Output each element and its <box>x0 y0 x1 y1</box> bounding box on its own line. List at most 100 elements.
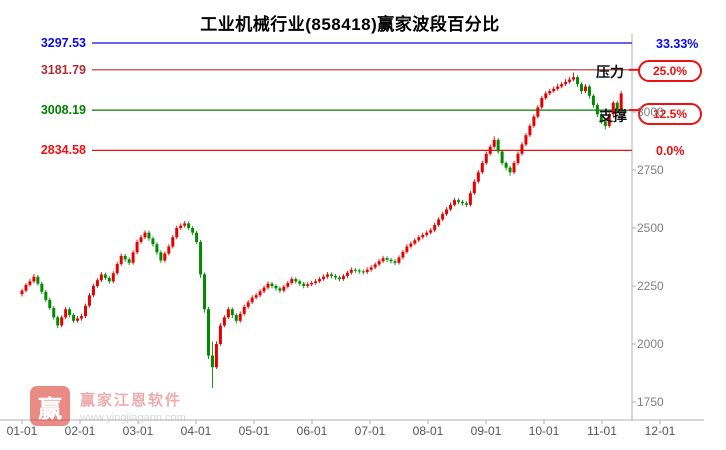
y-axis-label-2750: 2750 <box>637 163 664 177</box>
candle-body <box>615 102 619 110</box>
y-axis-label-2500: 2500 <box>637 221 664 235</box>
candle-body <box>127 259 131 263</box>
candle-body <box>159 252 163 261</box>
candle-body <box>167 246 171 254</box>
candle-body <box>449 204 453 210</box>
x-axis-label-04-01: 04-01 <box>180 424 212 438</box>
candle-body <box>397 257 401 263</box>
candle-body <box>28 281 32 285</box>
candle-body <box>234 315 238 321</box>
y-axis-label-2000: 2000 <box>637 337 664 351</box>
candle-body <box>389 259 393 262</box>
candle-body <box>337 277 341 280</box>
candle-body <box>488 146 492 154</box>
candle-body <box>226 309 230 318</box>
candle-body <box>476 172 480 182</box>
candle-body <box>552 88 556 92</box>
candle-body <box>119 255 123 264</box>
x-axis-label-11-01: 11-01 <box>587 424 617 438</box>
candle-body <box>417 237 421 241</box>
candle-body <box>306 284 310 286</box>
candle-body <box>80 316 84 319</box>
candle-body <box>453 200 457 205</box>
watermark-logo-icon: 赢 <box>30 386 70 426</box>
candle-body <box>60 317 64 326</box>
candle-body <box>171 237 175 247</box>
candle-body <box>611 102 615 115</box>
candle-body <box>357 270 361 272</box>
candle-body <box>99 274 103 281</box>
candle-body <box>409 243 413 247</box>
candle-body <box>199 241 203 275</box>
candle-body <box>619 93 623 110</box>
candle-body <box>230 309 234 315</box>
candle-body <box>254 295 258 298</box>
candle-body <box>187 223 191 228</box>
candle-body <box>107 277 111 282</box>
x-axis-label-03-01: 03-01 <box>122 424 154 438</box>
candle-body <box>155 244 159 253</box>
candle-body <box>20 290 24 295</box>
watermark: 赢 赢家江恩软件 www.yingjiagann.com <box>30 386 186 426</box>
candle-body <box>393 261 397 263</box>
candle-body <box>595 105 599 115</box>
candle-body <box>445 209 449 215</box>
candle-body <box>163 253 167 261</box>
candle-body <box>579 84 583 92</box>
candle-body <box>298 281 302 284</box>
candle-body <box>583 86 587 92</box>
candle-body <box>572 77 576 80</box>
candle-body <box>333 276 337 278</box>
level-price-3333pct: 3297.53 <box>40 36 86 50</box>
candle-body <box>36 276 40 284</box>
candle-body <box>540 98 544 108</box>
candle-body <box>294 279 298 282</box>
candle-body <box>68 309 72 315</box>
candle-body <box>381 258 385 262</box>
candle-body <box>310 282 314 285</box>
pct-label-0: 0.0% <box>656 144 685 158</box>
candle-body <box>210 355 214 368</box>
watermark-brand: 赢家江恩软件 <box>80 391 183 409</box>
candle-body <box>286 282 290 287</box>
candle-body <box>326 274 330 277</box>
pct-label-3333: 33.33% <box>656 37 699 51</box>
candle-body <box>508 167 512 173</box>
x-axis-label-01-01: 01-01 <box>6 424 38 438</box>
candle-body <box>345 272 349 277</box>
candle-body <box>76 318 80 321</box>
candle-body <box>425 232 429 235</box>
candle-body <box>556 86 560 89</box>
candle-body <box>429 230 433 233</box>
candle-body <box>24 284 28 291</box>
candle-body <box>262 287 266 292</box>
candle-body <box>72 315 76 321</box>
candle-body <box>56 317 60 326</box>
candle-body <box>52 308 56 318</box>
candle-body <box>258 291 262 296</box>
candle-body <box>560 84 564 87</box>
candle-body <box>123 255 127 260</box>
candle-body <box>302 283 306 286</box>
candle-body <box>377 261 381 265</box>
candle-body <box>274 286 278 289</box>
candle-body <box>32 276 36 282</box>
candle-body <box>512 163 516 173</box>
candle-body <box>195 232 199 242</box>
candle-body <box>330 274 334 277</box>
candle-body <box>591 95 595 106</box>
candle-body <box>532 116 536 126</box>
candle-body <box>468 193 472 205</box>
candle-body <box>492 139 496 147</box>
x-axis-label-05-01: 05-01 <box>238 424 270 438</box>
candle-body <box>484 153 488 164</box>
candle-body <box>115 263 119 274</box>
x-axis-label-09-01: 09-01 <box>470 424 502 438</box>
x-axis-label-12-01: 12-01 <box>644 424 676 438</box>
candle-body <box>460 201 464 204</box>
candle-body <box>480 163 484 173</box>
y-axis-label-3000: 3000 <box>637 105 664 119</box>
candle-body <box>322 276 326 280</box>
